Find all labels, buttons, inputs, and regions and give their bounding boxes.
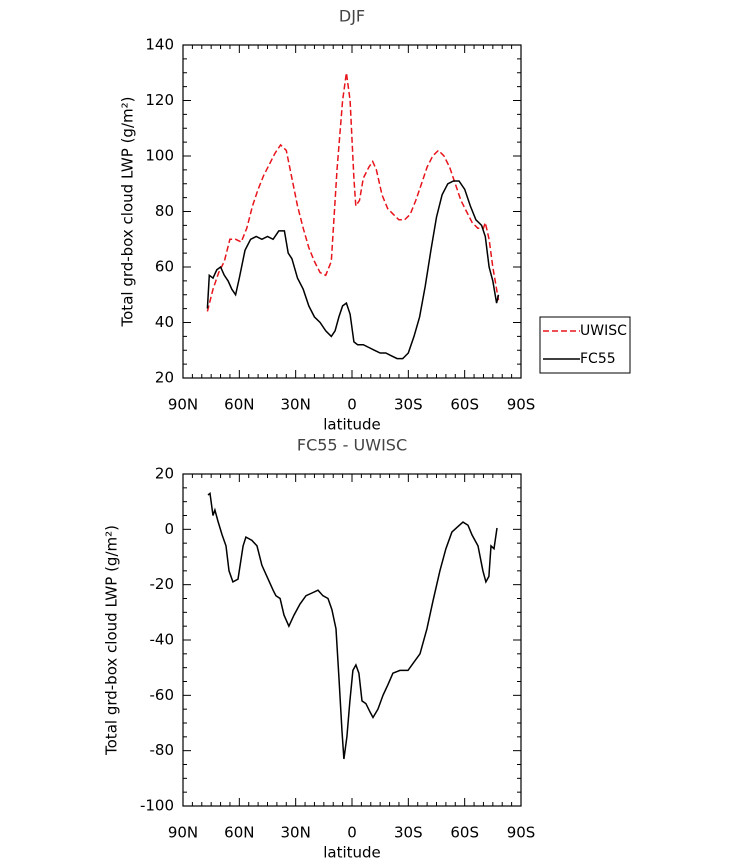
x-tick-label: 60N [224,396,254,414]
y-tick-label: -20 [150,575,175,593]
x-tick-label: 60S [450,396,479,414]
chart-title: FC55 - UWISC [297,436,407,455]
x-tick-label: 30S [394,824,423,842]
x-tick-label: 0 [347,396,357,414]
y-tick-label: 20 [155,465,174,483]
legend-label: FC55 [580,351,616,367]
x-tick-label: 0 [347,824,357,842]
x-tick-label: 90N [168,396,198,414]
y-tick-label: 80 [155,202,174,220]
data-line [206,180,500,360]
legend-box [539,316,631,374]
x-tick-label: 30N [281,396,311,414]
plot-frame [182,473,522,807]
y-tick-label: 140 [145,36,174,54]
chart-title: DJF [339,7,365,26]
y-tick-label: -80 [150,741,175,759]
x-axis-label: latitude [323,416,381,434]
y-tick-label: -60 [150,686,175,704]
x-tick-label: 90N [168,824,198,842]
y-tick-label: 120 [145,91,174,109]
x-tick-label: 30S [394,396,423,414]
x-tick-label: 60N [224,824,254,842]
x-tick-label: 30N [281,824,311,842]
data-line [206,72,500,312]
y-axis-label: Total grd-box cloud LWP (g/m²) [103,525,121,756]
x-tick-label: 90S [507,396,536,414]
y-tick-label: 40 [155,313,174,331]
y-tick-label: -40 [150,631,175,649]
x-tick-label: 60S [450,824,479,842]
y-tick-label: 0 [164,520,174,538]
x-tick-label: 90S [507,824,536,842]
y-tick-label: 100 [145,147,174,165]
x-axis-label: latitude [323,844,381,862]
y-axis-label: Total grd-box cloud LWP (g/m²) [119,97,137,328]
legend-label: UWISC [580,323,627,339]
plot-frame [182,44,522,379]
y-tick-label: 60 [155,258,174,276]
y-tick-label: 20 [155,369,174,387]
data-line [207,491,498,760]
y-tick-label: -100 [140,797,174,815]
